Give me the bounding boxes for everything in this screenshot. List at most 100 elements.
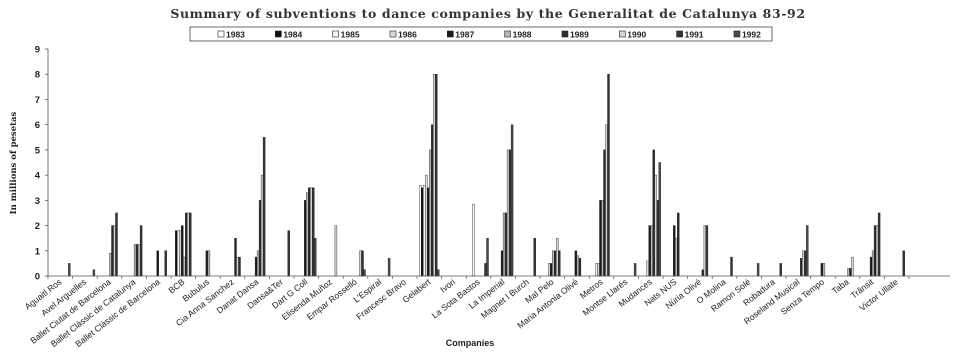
bar	[701, 269, 705, 277]
bar	[234, 237, 237, 277]
legend-label: 1989	[570, 30, 589, 40]
bar	[486, 237, 489, 277]
bar	[652, 149, 655, 277]
bar	[500, 250, 504, 277]
bar	[260, 174, 264, 277]
bar	[435, 74, 438, 277]
bar	[510, 124, 514, 277]
bar	[115, 212, 118, 277]
legend-swatch	[447, 30, 454, 38]
y-axis-title: In millions of pesetas	[9, 111, 19, 214]
bar	[875, 225, 879, 277]
bar	[262, 137, 266, 277]
bar	[363, 269, 366, 277]
y-tick-label: 4	[35, 171, 41, 182]
bar	[310, 187, 313, 277]
bar	[427, 187, 430, 277]
bar	[308, 187, 311, 277]
bar	[650, 225, 653, 277]
bar	[806, 225, 809, 277]
bar	[871, 250, 875, 277]
y-tick-label: 5	[35, 145, 41, 156]
bar	[820, 263, 824, 277]
bar	[135, 244, 139, 277]
bar	[779, 263, 782, 277]
legend-label: 1983	[226, 30, 245, 40]
bar	[421, 187, 424, 277]
y-tick-label: 1	[35, 246, 41, 257]
bar	[187, 212, 190, 277]
bar	[109, 253, 112, 277]
bar	[548, 263, 551, 277]
y-tick-label: 0	[35, 272, 40, 283]
bar	[599, 200, 602, 277]
bar	[658, 162, 661, 277]
bar	[648, 225, 651, 277]
bar	[675, 237, 678, 277]
legend-box	[189, 26, 773, 42]
bar	[419, 184, 422, 277]
bar	[387, 258, 391, 277]
bar	[502, 212, 506, 277]
bar	[578, 258, 582, 277]
plot-area	[68, 74, 905, 277]
bar	[361, 250, 364, 277]
y-tick-label: 8	[35, 70, 40, 81]
legend-swatch	[389, 30, 397, 38]
bar	[800, 258, 803, 277]
bar	[433, 74, 436, 277]
bar	[334, 225, 338, 277]
bar	[431, 124, 434, 277]
bar	[183, 256, 186, 277]
bar	[472, 203, 475, 277]
bar	[179, 230, 182, 277]
bar	[533, 237, 536, 277]
x-tick-label: Gelabert	[400, 276, 433, 305]
bar	[851, 256, 854, 277]
bar	[314, 237, 317, 277]
bar	[306, 192, 309, 277]
bar	[189, 212, 192, 277]
bar	[68, 263, 71, 277]
bar	[113, 225, 116, 277]
bar	[205, 250, 209, 277]
x-axis-title: Companies	[446, 338, 495, 348]
y-tick-label: 3	[35, 196, 40, 207]
bar	[304, 200, 307, 277]
bar	[177, 230, 180, 277]
bar	[425, 174, 428, 277]
bar	[556, 237, 559, 277]
bar	[822, 263, 826, 277]
bar	[181, 225, 184, 277]
legend-label: 1991	[685, 30, 704, 40]
legend-label: 1987	[455, 30, 474, 40]
bar	[207, 250, 211, 277]
legend-swatch	[733, 30, 741, 38]
bar	[437, 269, 440, 277]
legend-swatch	[618, 30, 626, 38]
bar	[185, 212, 188, 277]
legend-label: 1986	[398, 30, 417, 40]
x-tick-label: Ivori	[438, 277, 457, 295]
chart-title: Summary of subventions to dance companie…	[170, 6, 805, 21]
bar	[359, 250, 362, 277]
bar	[654, 174, 657, 277]
legend-label: 1985	[341, 30, 360, 40]
bar	[677, 212, 680, 277]
legend: 1983 1984 1985 1986 1987 1988 1989 1990 1991 1992	[189, 26, 773, 42]
legend-swatch	[504, 30, 511, 38]
bar	[429, 149, 432, 277]
bar	[849, 268, 852, 277]
legend-swatch	[217, 30, 225, 38]
bar	[558, 250, 561, 277]
bar	[902, 250, 905, 277]
legend-swatch	[275, 30, 282, 38]
bar	[656, 200, 659, 277]
legend-swatch	[676, 30, 683, 38]
bar	[133, 244, 137, 277]
bar	[423, 184, 426, 277]
bar	[550, 263, 553, 277]
bar	[802, 250, 805, 277]
y-tick-label: 9	[35, 45, 40, 56]
bar	[703, 225, 707, 277]
